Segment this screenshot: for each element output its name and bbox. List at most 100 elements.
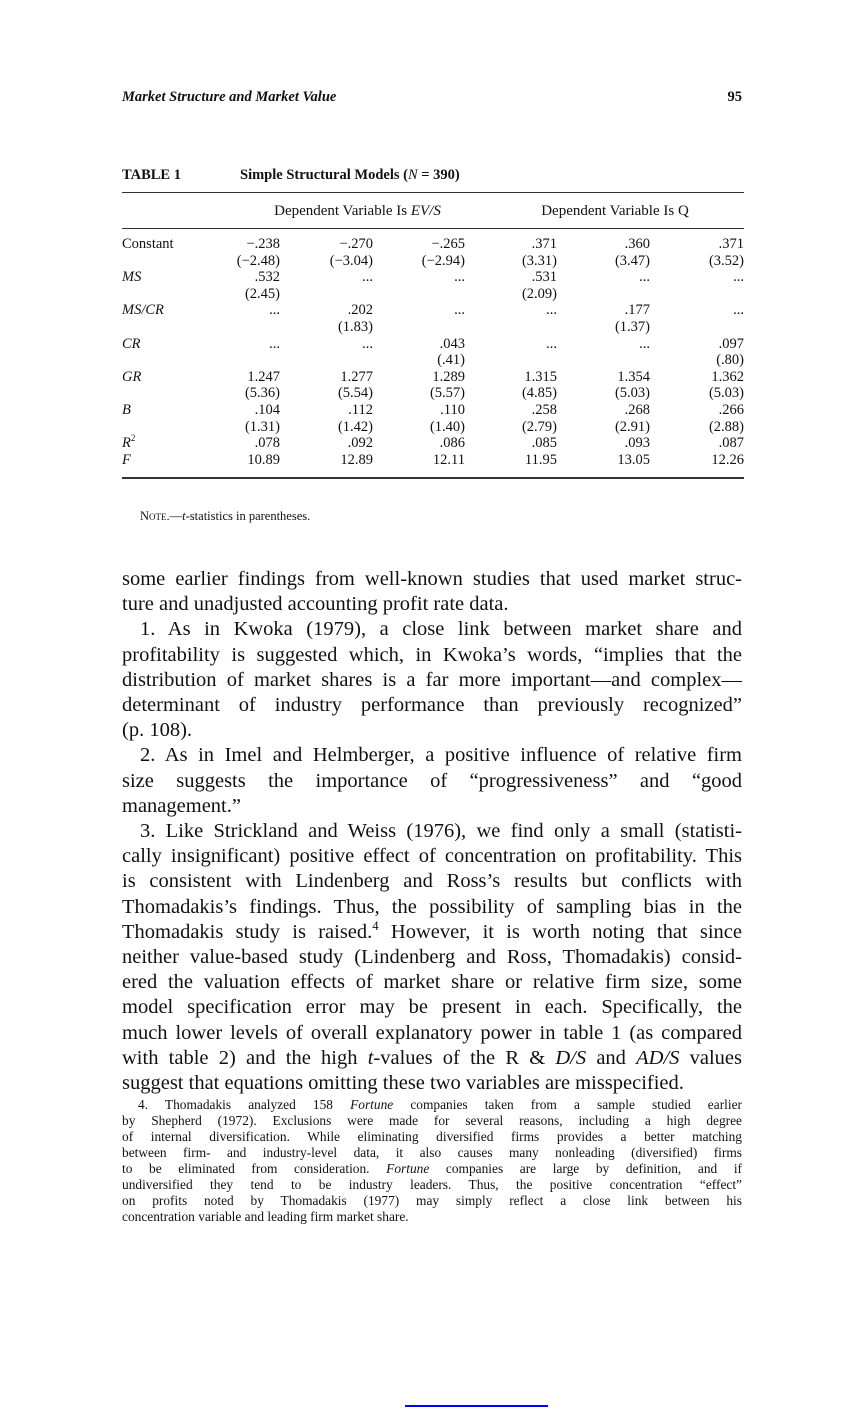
table-label: TABLE 1 [122, 167, 181, 183]
t-stat-cell: (1.42) [337, 418, 373, 435]
coefficient-cell: .110 [440, 402, 465, 418]
coefficient-cell: ... [362, 269, 373, 286]
text-segment: Fortune [386, 1161, 430, 1176]
table-top-rule [122, 192, 744, 193]
coefficient-cell: .112 [348, 402, 373, 418]
t-stat-cell: (2.09) [521, 285, 557, 302]
body-line: (p. 108). [122, 718, 742, 743]
text-segment: undiversified they tend to be industry l… [122, 1177, 742, 1192]
body-line: model specification error may be present… [122, 995, 742, 1020]
coefficient-cell: ... [639, 335, 650, 352]
body-line: determinant of industry performance than… [122, 693, 742, 718]
coefficient-cell: .104 [254, 402, 280, 418]
body-line: size suggests the importance of “progres… [122, 769, 742, 794]
text-segment: (p. 108). [122, 719, 193, 742]
t-stat-cell: (4.85) [521, 385, 557, 402]
text-segment: management.” [122, 794, 241, 817]
body-line: profitability is suggested which, in Kwo… [122, 643, 742, 668]
coefficient-cell: ... [362, 335, 373, 352]
t-stat-cell: (5.03) [708, 385, 744, 402]
table-row: MS .532...... .531...... [122, 269, 744, 286]
t-stat-cell: (−3.04) [329, 252, 373, 269]
body-line: much lower levels of overall explanatory… [122, 1021, 742, 1046]
text-segment: cally insignificant) positive effect of … [122, 845, 742, 868]
footnote-line: 4. Thomadakis analyzed 158 Fortune compa… [138, 1097, 742, 1113]
row-label: Constant [122, 236, 174, 253]
coefficient-cell: −.270 [339, 236, 373, 252]
body-line: management.” [122, 794, 742, 819]
coefficient-cell: .086 [439, 435, 465, 452]
table-row: GR 1.247 1.277 1.289 1.315 1.354 1.362 [122, 369, 744, 386]
text-segment: model specification error may be present… [122, 996, 742, 1019]
text-segment: t [367, 1046, 374, 1069]
footnote-line: concentration variable and leading firm … [122, 1209, 742, 1225]
footnote-line: on profits noted by Thomadakis (1977) ma… [122, 1193, 742, 1209]
text-segment: Fortune [350, 1097, 394, 1112]
row-label-text: GR [122, 368, 142, 385]
table-row-tstat: (5.36) (5.54) (5.57) (4.85) (5.03) (5.03) [122, 385, 744, 402]
coefficient-cell: .371 [718, 236, 744, 252]
t-stat-cell: (−2.94) [421, 252, 465, 269]
text-segment: companies taken from a sample studied ea… [393, 1097, 743, 1112]
t-stat-cell: (5.36) [244, 385, 280, 402]
table-row: B .104 .112 .110 .258 .268 .266 [122, 402, 744, 419]
coefficient-cell: ... [454, 302, 465, 319]
body-line: some earlier findings from well-known st… [122, 567, 742, 592]
text-segment: of internal diversification. While elimi… [122, 1129, 742, 1144]
t-stat-cell: (3.47) [614, 252, 650, 269]
text-segment: profitability is suggested which, in Kwo… [122, 643, 742, 666]
note-dash: .— [166, 509, 183, 523]
group-header-text: Dependent Variable Is [274, 203, 411, 219]
body-line: ered the valuation effects of market sha… [122, 970, 742, 995]
body-line: Thomadakis study is raised.4 However, it… [122, 920, 742, 945]
coefficient-cell: .531 [531, 269, 557, 286]
coefficient-cell: ... [269, 335, 280, 352]
note-t: t [182, 509, 186, 523]
coefficient-cell: .092 [347, 435, 373, 452]
body-line: cally insignificant) positive effect of … [122, 844, 742, 869]
link-underline[interactable] [405, 1405, 548, 1407]
coefficient-cell: .532 [254, 269, 280, 286]
table-row-tstat: (2.45) (2.09) [122, 286, 744, 303]
table-row: CR...... .043...... .097 [122, 336, 744, 353]
table-title-suffix: = 390) [417, 167, 460, 183]
t-stat-cell: (1.40) [429, 418, 465, 435]
t-stat-cell: (2.91) [614, 418, 650, 435]
body-line: is consistent with Lindenberg and Ross’s… [122, 869, 742, 894]
table-title-prefix: Simple Structural Models ( [240, 167, 408, 183]
text-segment: some earlier findings from well-known st… [122, 568, 742, 590]
t-stat-cell: (1.83) [337, 319, 373, 335]
t-stat-cell: (5.03) [614, 385, 650, 402]
text-segment: concentration variable and leading firm … [122, 1209, 409, 1224]
text-segment: between firm- and industry-level data, i… [122, 1145, 742, 1160]
coefficient-cell: .266 [718, 402, 744, 418]
footnote-ref: 4 [372, 918, 379, 933]
text-segment: D/S [555, 1046, 587, 1069]
text-segment: much lower levels of overall explanatory… [122, 1021, 742, 1044]
text-segment: 4. Thomadakis analyzed 158 [138, 1097, 351, 1112]
t-stat-cell: (1.31) [244, 418, 280, 435]
text-segment: size suggests the importance of “progres… [122, 769, 742, 792]
coefficient-cell: −.265 [431, 236, 465, 252]
coefficient-cell: .085 [531, 435, 557, 452]
coefficient-cell: 10.89 [247, 451, 280, 468]
coefficient-cell: 11.95 [524, 451, 557, 468]
text-segment: distribution of market shares is a far m… [122, 668, 742, 691]
t-stat-cell: (3.31) [521, 252, 557, 269]
t-stat-cell: (2.79) [521, 418, 557, 435]
group-header-evs: Dependent Variable Is EV/S [235, 203, 480, 220]
coefficient-cell: ... [733, 269, 744, 286]
coefficient-cell: ... [454, 269, 465, 286]
table-row-tstat: (1.31) (1.42) (1.40) (2.79) (2.91) (2.88) [122, 419, 744, 436]
coefficient-cell: .360 [624, 236, 650, 252]
coefficient-cell: .043 [439, 335, 465, 352]
coefficient-cell: .097 [718, 335, 744, 352]
row-label: MS/CR [122, 302, 164, 319]
t-stat-cell: (2.88) [708, 418, 744, 435]
group-header-q: Dependent Variable Is Q [495, 203, 735, 220]
page-number: 95 [727, 89, 743, 105]
text-segment: suggest that equations omitting these tw… [122, 1072, 684, 1094]
t-stat-cell: (3.52) [708, 252, 744, 269]
t-stat-cell: (.41) [437, 352, 465, 369]
footnote-line: to be eliminated from consideration. For… [122, 1161, 742, 1177]
